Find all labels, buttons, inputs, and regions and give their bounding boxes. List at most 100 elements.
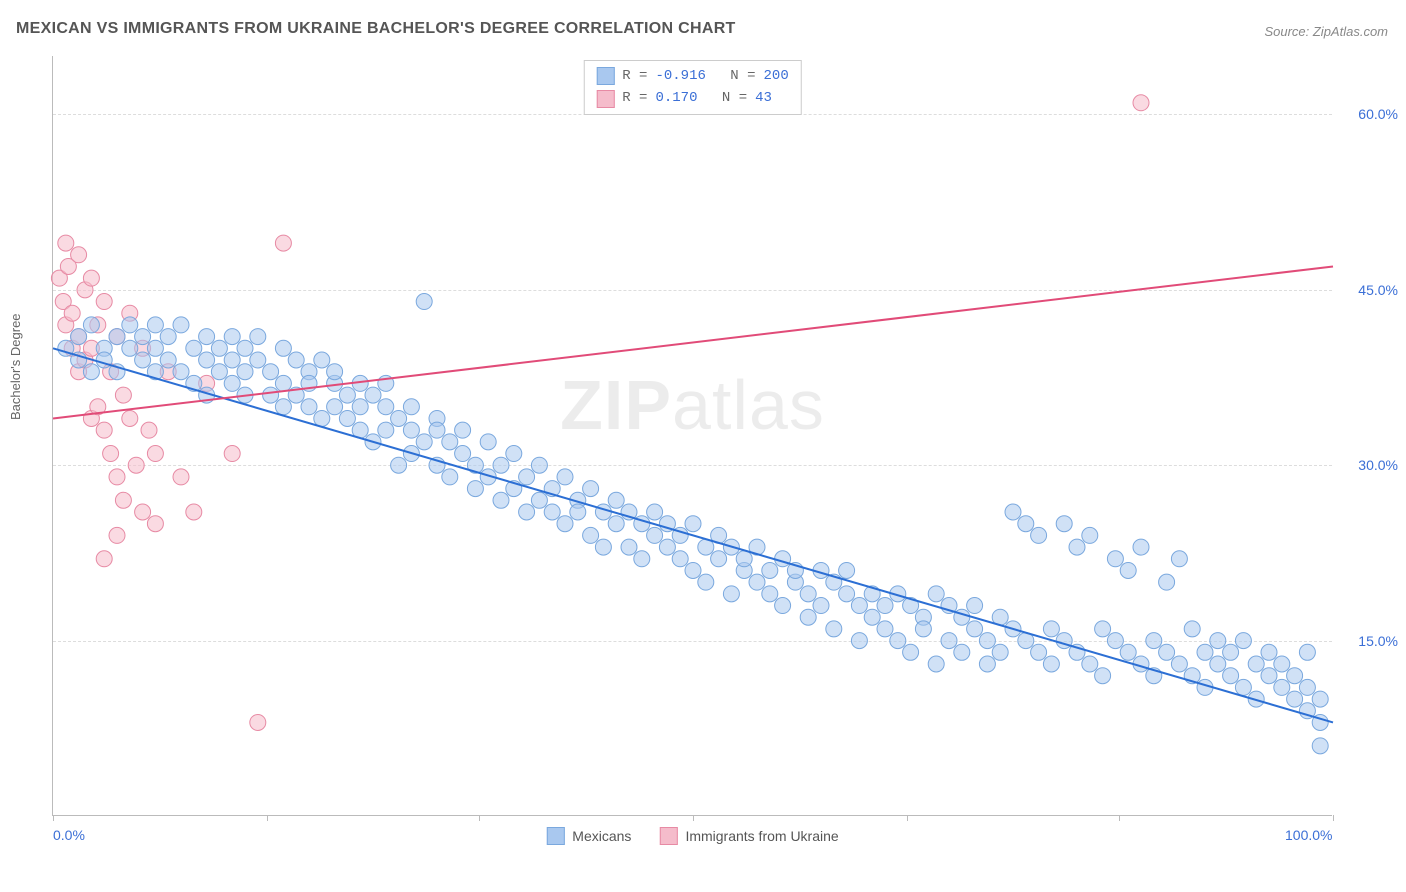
y-tick-label: 15.0% xyxy=(1358,633,1398,649)
data-point-mexicans xyxy=(250,352,266,368)
data-point-mexicans xyxy=(339,387,355,403)
data-point-mexicans xyxy=(1171,656,1187,672)
data-point-mexicans xyxy=(186,340,202,356)
r-label: R = xyxy=(622,87,647,109)
x-tick-mark xyxy=(693,815,694,821)
r-label: R = xyxy=(622,65,647,87)
n-label: N = xyxy=(730,65,755,87)
n-value-mexicans: 200 xyxy=(764,65,789,87)
y-axis-label: Bachelor's Degree xyxy=(8,313,23,420)
data-point-mexicans xyxy=(352,399,368,415)
data-point-ukraine xyxy=(128,457,144,473)
data-point-mexicans xyxy=(1248,656,1264,672)
data-point-mexicans xyxy=(736,551,752,567)
data-point-mexicans xyxy=(493,492,509,508)
data-point-mexicans xyxy=(928,586,944,602)
data-point-mexicans xyxy=(928,656,944,672)
data-point-mexicans xyxy=(608,492,624,508)
data-point-mexicans xyxy=(1274,679,1290,695)
data-point-mexicans xyxy=(1261,644,1277,660)
data-point-ukraine xyxy=(186,504,202,520)
data-point-mexicans xyxy=(595,504,611,520)
x-tick-label: 100.0% xyxy=(1285,827,1332,843)
data-point-mexicans xyxy=(967,598,983,614)
data-point-mexicans xyxy=(1223,668,1239,684)
legend-label-mexicans: Mexicans xyxy=(572,828,631,844)
data-point-mexicans xyxy=(173,317,189,333)
data-point-mexicans xyxy=(147,317,163,333)
data-point-mexicans xyxy=(83,317,99,333)
data-point-ukraine xyxy=(96,294,112,310)
series-legend: Mexicans Immigrants from Ukraine xyxy=(546,827,838,845)
data-point-mexicans xyxy=(147,340,163,356)
data-point-mexicans xyxy=(634,551,650,567)
x-tick-mark xyxy=(1333,815,1334,821)
data-point-mexicans xyxy=(314,410,330,426)
data-point-mexicans xyxy=(1107,551,1123,567)
data-point-mexicans xyxy=(122,317,138,333)
data-point-mexicans xyxy=(455,422,471,438)
data-point-mexicans xyxy=(429,422,445,438)
data-point-mexicans xyxy=(275,399,291,415)
data-point-mexicans xyxy=(1043,621,1059,637)
data-point-mexicans xyxy=(1159,644,1175,660)
data-point-mexicans xyxy=(263,387,279,403)
data-point-mexicans xyxy=(915,621,931,637)
data-point-mexicans xyxy=(288,352,304,368)
data-point-ukraine xyxy=(147,446,163,462)
legend-item-mexicans: Mexicans xyxy=(546,827,631,845)
data-point-mexicans xyxy=(301,399,317,415)
data-point-mexicans xyxy=(1312,691,1328,707)
swatch-ukraine xyxy=(659,827,677,845)
x-tick-mark xyxy=(1119,815,1120,821)
data-point-ukraine xyxy=(115,492,131,508)
r-value-mexicans: -0.916 xyxy=(655,65,705,87)
data-point-ukraine xyxy=(1133,95,1149,111)
regression-line-mexicans xyxy=(53,348,1333,722)
data-point-mexicans xyxy=(685,562,701,578)
data-point-mexicans xyxy=(519,469,535,485)
data-point-mexicans xyxy=(711,551,727,567)
data-point-ukraine xyxy=(135,504,151,520)
x-tick-mark xyxy=(907,815,908,821)
chart-title: MEXICAN VS IMMIGRANTS FROM UKRAINE BACHE… xyxy=(16,20,736,38)
data-point-mexicans xyxy=(211,364,227,380)
data-point-mexicans xyxy=(1043,656,1059,672)
data-point-mexicans xyxy=(160,329,176,345)
data-point-mexicans xyxy=(237,364,253,380)
legend-label-ukraine: Immigrants from Ukraine xyxy=(685,828,838,844)
data-point-mexicans xyxy=(851,598,867,614)
data-point-mexicans xyxy=(608,516,624,532)
data-point-mexicans xyxy=(263,364,279,380)
data-point-mexicans xyxy=(595,539,611,555)
data-point-mexicans xyxy=(199,329,215,345)
data-point-mexicans xyxy=(1082,527,1098,543)
data-point-mexicans xyxy=(864,609,880,625)
data-point-mexicans xyxy=(698,574,714,590)
data-point-mexicans xyxy=(941,633,957,649)
scatter-plot-svg xyxy=(53,56,1332,815)
data-point-mexicans xyxy=(275,375,291,391)
data-point-mexicans xyxy=(378,422,394,438)
data-point-mexicans xyxy=(1197,644,1213,660)
data-point-mexicans xyxy=(1171,551,1187,567)
data-point-mexicans xyxy=(224,329,240,345)
data-point-mexicans xyxy=(583,481,599,497)
data-point-ukraine xyxy=(71,247,87,263)
data-point-mexicans xyxy=(583,527,599,543)
data-point-mexicans xyxy=(1031,527,1047,543)
data-point-ukraine xyxy=(224,446,240,462)
data-point-ukraine xyxy=(96,551,112,567)
data-point-mexicans xyxy=(877,621,893,637)
y-tick-label: 45.0% xyxy=(1358,282,1398,298)
data-point-mexicans xyxy=(339,410,355,426)
data-point-mexicans xyxy=(1082,656,1098,672)
data-point-mexicans xyxy=(967,621,983,637)
n-value-ukraine: 43 xyxy=(755,87,772,109)
data-point-mexicans xyxy=(416,294,432,310)
data-point-mexicans xyxy=(160,352,176,368)
data-point-mexicans xyxy=(135,329,151,345)
data-point-mexicans xyxy=(762,586,778,602)
data-point-mexicans xyxy=(647,504,663,520)
data-point-mexicans xyxy=(391,410,407,426)
